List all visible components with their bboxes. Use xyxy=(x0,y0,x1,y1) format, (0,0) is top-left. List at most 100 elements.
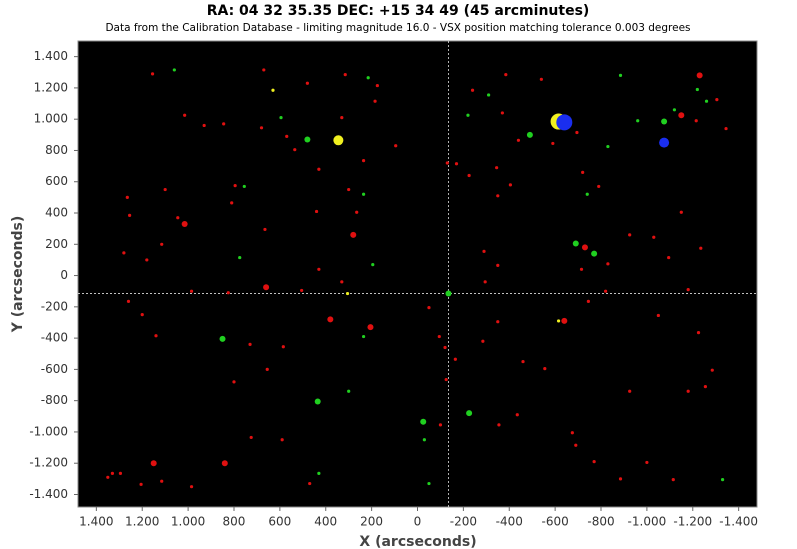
star-point xyxy=(139,482,143,486)
star-point xyxy=(371,263,375,267)
star-point xyxy=(504,73,508,77)
y-tick-label: 400 xyxy=(45,206,68,220)
star-point xyxy=(202,123,206,128)
star-point xyxy=(656,313,660,318)
y-tick-label: 600 xyxy=(45,174,68,188)
star-point xyxy=(279,116,283,120)
star-point xyxy=(543,367,547,371)
star-point xyxy=(495,166,499,170)
star-point xyxy=(606,144,610,149)
star-point xyxy=(347,389,351,393)
star-point xyxy=(581,244,588,251)
star-point xyxy=(597,184,601,189)
star-point xyxy=(150,460,157,467)
star-point xyxy=(422,438,426,442)
y-tick-label: -800 xyxy=(41,393,68,407)
star-point xyxy=(591,250,598,257)
y-tick-label: -600 xyxy=(41,362,68,376)
star-point xyxy=(703,384,707,389)
star-point xyxy=(259,126,264,130)
star-point xyxy=(661,118,668,125)
star-point xyxy=(350,231,357,238)
star-point xyxy=(500,111,504,115)
x-tick-label: -400 xyxy=(496,515,523,529)
star-point xyxy=(420,418,427,425)
x-tick-label: -1.400 xyxy=(719,515,758,529)
star-point xyxy=(556,114,573,131)
star-point xyxy=(561,317,568,324)
star-point xyxy=(300,288,304,293)
star-point xyxy=(686,389,690,393)
star-point xyxy=(427,481,431,486)
star-point xyxy=(667,255,671,260)
star-point xyxy=(238,255,242,260)
star-point xyxy=(496,194,500,198)
star-point xyxy=(122,251,126,255)
star-point xyxy=(575,130,579,135)
star-point xyxy=(262,68,266,72)
star-point xyxy=(720,478,725,482)
star-point xyxy=(453,357,457,361)
x-tick-label: -600 xyxy=(542,515,569,529)
y-tick-label: -1.000 xyxy=(29,424,68,438)
star-point xyxy=(314,209,319,214)
y-tick-label: -200 xyxy=(41,299,68,313)
star-point xyxy=(508,183,513,187)
star-point xyxy=(263,284,270,291)
x-tick-label: 200 xyxy=(360,515,383,529)
star-point xyxy=(586,299,590,303)
star-point xyxy=(466,410,473,417)
star-point xyxy=(304,136,311,143)
star-point xyxy=(579,267,584,271)
star-point xyxy=(466,113,470,117)
star-point xyxy=(265,367,269,371)
star-point xyxy=(305,81,309,85)
star-point xyxy=(570,431,574,435)
star-point xyxy=(232,380,236,384)
star-point xyxy=(694,119,698,123)
star-point xyxy=(710,368,714,372)
star-point xyxy=(226,291,230,295)
x-tick-label: 1.200 xyxy=(125,515,159,529)
y-tick-label: -1.400 xyxy=(29,487,68,501)
star-point xyxy=(556,319,561,323)
star-point xyxy=(445,290,452,297)
star-point xyxy=(110,471,115,475)
star-point xyxy=(618,73,623,78)
star-point xyxy=(176,216,180,220)
star-point xyxy=(672,108,677,112)
star-point xyxy=(345,291,350,296)
star-point xyxy=(585,192,589,196)
star-point xyxy=(189,485,194,489)
star-point xyxy=(574,443,578,447)
star-point xyxy=(487,93,491,97)
star-point xyxy=(222,122,226,126)
star-point xyxy=(106,475,110,479)
star-point xyxy=(438,423,443,427)
star-point xyxy=(679,210,683,214)
star-point xyxy=(551,141,555,146)
star-point xyxy=(592,460,596,464)
star-point xyxy=(150,72,155,76)
x-tick-label: -200 xyxy=(450,515,477,529)
star-point xyxy=(145,258,149,262)
star-point xyxy=(696,331,701,335)
x-tick-label: -800 xyxy=(587,515,614,529)
star-point xyxy=(118,471,123,475)
y-tick-label: 200 xyxy=(45,237,68,251)
star-point xyxy=(271,88,275,92)
star-point xyxy=(183,113,187,117)
star-point xyxy=(219,335,226,342)
star-point xyxy=(572,240,579,247)
star-point xyxy=(394,144,398,148)
chart-title: RA: 04 32 35.35 DEC: +15 34 49 (45 arcmi… xyxy=(207,3,590,19)
star-point xyxy=(516,138,521,142)
star-point xyxy=(467,173,471,178)
x-tick-label: -1.000 xyxy=(628,515,667,529)
star-point xyxy=(125,195,129,199)
star-point xyxy=(233,184,237,188)
star-point xyxy=(181,220,188,227)
y-tick-label: 1.400 xyxy=(34,49,68,63)
y-tick-label: 0 xyxy=(60,268,68,282)
